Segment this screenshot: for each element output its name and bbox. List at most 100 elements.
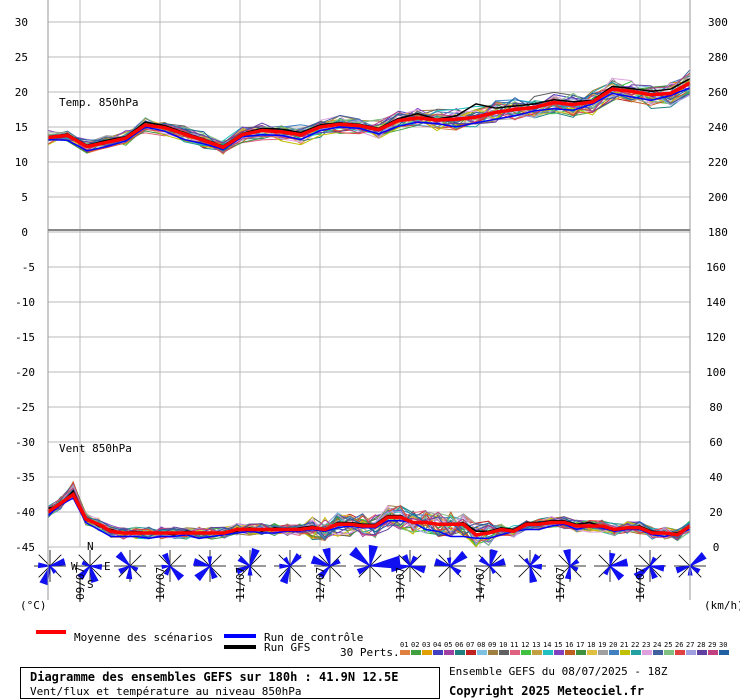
rose-petal (564, 565, 572, 580)
pert-number: 23 (642, 641, 650, 649)
pert-number: 27 (686, 641, 694, 649)
rose-petal (649, 556, 658, 567)
rose-petal (649, 564, 665, 572)
wind-rose (514, 550, 546, 584)
temp-right-tick: 240 (708, 121, 728, 134)
legend-gfs-label: Run GFS (264, 641, 310, 654)
pert-color-swatch (433, 650, 443, 655)
rose-petal (409, 555, 418, 567)
rose-petal (390, 563, 411, 573)
rose-spoke (398, 565, 411, 578)
temp-gfs-line (47, 78, 691, 147)
rose-spoke (558, 565, 571, 578)
rose-spoke (318, 554, 331, 567)
pert-number: 07 (466, 641, 474, 649)
temp-mean-line (47, 81, 691, 150)
rose-petal (161, 552, 171, 567)
rose-petal (129, 565, 139, 572)
chart-axes: 302520151050300280260240220200180-5-10-1… (15, 0, 728, 602)
pert-number: 12 (521, 641, 529, 649)
temp-panel-label: Temp. 850hPa (59, 96, 138, 109)
pert-number: 20 (609, 641, 617, 649)
rose-petal (633, 565, 651, 581)
pert-color-swatch (675, 650, 685, 655)
rose-petal (310, 555, 331, 567)
wind-left-tick: -25 (15, 401, 35, 414)
rose-petal (609, 565, 625, 581)
rose-spoke (278, 565, 291, 578)
wind-rose (474, 548, 506, 582)
pert-color-swatch (543, 650, 553, 655)
pert-number: 21 (620, 641, 628, 649)
rose-spoke (678, 565, 691, 578)
rose-spoke (49, 554, 62, 567)
rose-petal (529, 565, 538, 584)
chart-grid (48, 0, 690, 548)
wind-rose (349, 544, 401, 582)
pert-color-swatch (510, 650, 520, 655)
wind-rose (633, 550, 666, 582)
wind-right-tick: 60 (709, 436, 722, 449)
rose-petal (279, 563, 291, 569)
copyright: Copyright 2025 Meteociel.fr (449, 684, 645, 698)
pert-color-swatch (488, 650, 498, 655)
pert-color-swatch (653, 650, 663, 655)
rose-petal (169, 565, 185, 581)
rose-spoke (649, 565, 662, 578)
wind-roses: NW ES (34, 540, 707, 591)
pert-number: 01 (400, 641, 408, 649)
pert-color-swatch (576, 650, 586, 655)
pert-color-swatch (587, 650, 597, 655)
rose-spoke (558, 554, 571, 567)
rose-petal (349, 546, 371, 567)
legend-control-label: Run de contrôle (264, 631, 363, 644)
rose-spoke (89, 565, 102, 578)
rose-petal (689, 552, 707, 567)
ensemble-info: Ensemble GEFS du 08/07/2025 - 18Z (449, 665, 668, 678)
rose-petal (115, 551, 131, 567)
right-unit-label: (km/h) (704, 599, 740, 612)
rose-petal (449, 550, 468, 567)
rose-spoke (329, 565, 342, 578)
rose-spoke (369, 554, 382, 567)
pert-number: 05 (444, 641, 452, 649)
legend: Moyenne des scénarios Run de contrôle Ru… (36, 630, 729, 659)
wind-right-tick: 0 (713, 541, 720, 554)
rose-spoke (518, 565, 531, 578)
pert-color-swatch (664, 650, 674, 655)
rose-petal (194, 565, 211, 582)
rose-spoke (129, 554, 142, 567)
temp-left-tick: 0 (21, 226, 28, 239)
rose-petal (39, 565, 51, 586)
pert-number: 24 (653, 641, 661, 649)
pert-color-swatch (565, 650, 575, 655)
rose-petal (81, 560, 91, 567)
rose-petal (89, 565, 99, 583)
pert-number: 04 (433, 641, 441, 649)
rose-petal (603, 565, 611, 576)
rose-petal (237, 555, 251, 567)
temp-right-tick: 280 (708, 51, 728, 64)
pert-color-swatch (466, 650, 476, 655)
pert-color-swatch (499, 650, 509, 655)
temp-left-tick: 15 (15, 121, 28, 134)
wind-right-tick: 140 (706, 296, 726, 309)
pert-number: 02 (411, 641, 419, 649)
pert-color-swatch (708, 650, 718, 655)
compass-letter: E (104, 560, 111, 573)
pert-color-swatch (444, 650, 454, 655)
pert-color-swatch (719, 650, 729, 655)
wind-rose (274, 550, 306, 585)
rose-petal (77, 565, 91, 580)
wind-left-tick: -5 (22, 261, 35, 274)
rose-petal (235, 565, 251, 575)
pert-color-swatch (609, 650, 619, 655)
rose-spoke (209, 554, 222, 567)
pert-number: 03 (422, 641, 430, 649)
rose-petal (563, 548, 571, 567)
rose-petal (322, 547, 331, 567)
rose-petal (125, 565, 133, 580)
temp-left-tick: 30 (15, 16, 28, 29)
pert-color-swatch (455, 650, 465, 655)
rose-petal (649, 565, 658, 580)
